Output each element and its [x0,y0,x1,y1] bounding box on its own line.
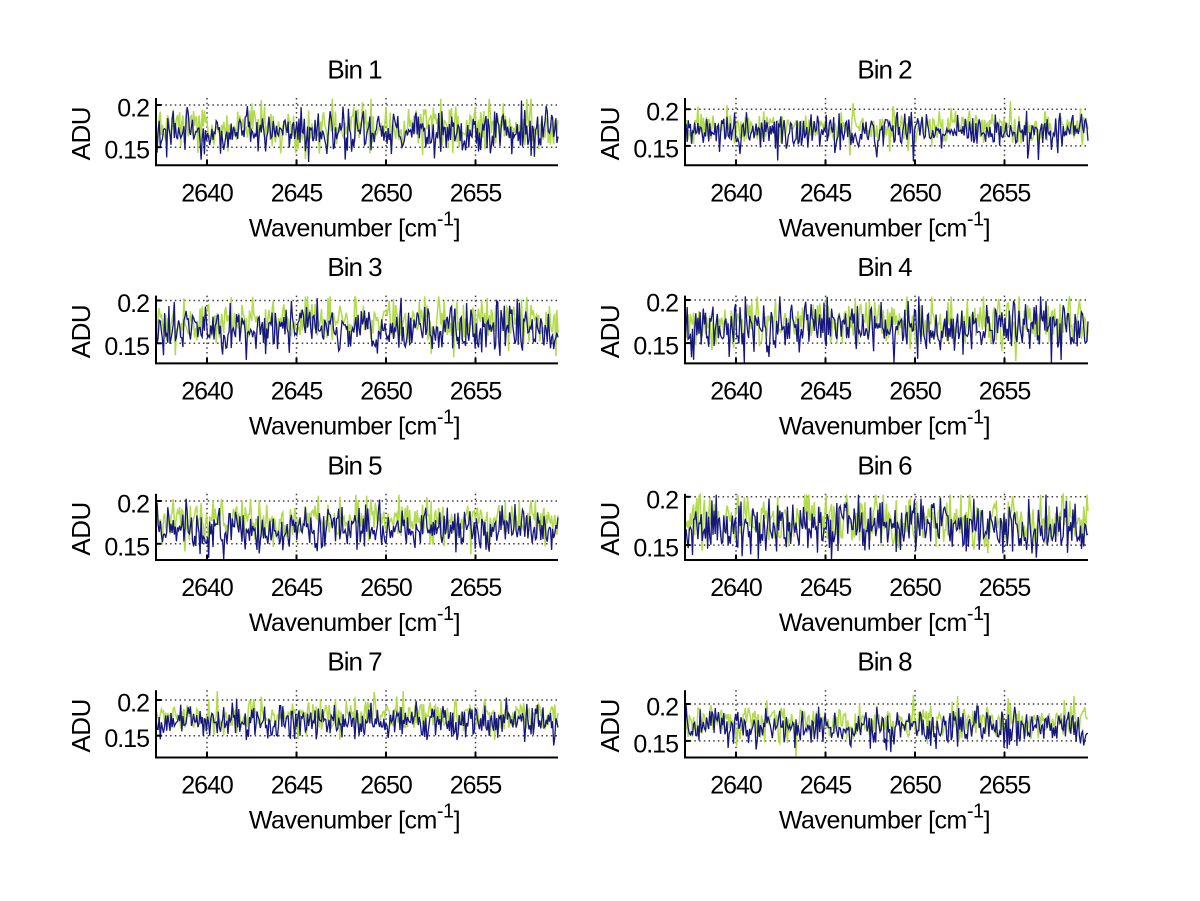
svg-text:0.15: 0.15 [104,533,149,561]
svg-text:Bin 3: Bin 3 [327,252,382,282]
svg-text:0.2: 0.2 [646,486,678,514]
svg-text:Wavenumber [cm-1]: Wavenumber [cm-1] [779,603,990,637]
svg-text:2645: 2645 [271,772,323,800]
svg-text:2640: 2640 [710,772,762,800]
svg-text:ADU: ADU [595,107,625,160]
svg-text:ADU: ADU [595,699,625,752]
svg-text:Bin 6: Bin 6 [857,450,912,480]
svg-text:2655: 2655 [979,377,1031,405]
svg-text:0.15: 0.15 [633,333,678,361]
svg-text:2650: 2650 [360,772,412,800]
svg-text:0.15: 0.15 [633,535,678,563]
svg-text:2650: 2650 [889,772,941,800]
svg-text:2655: 2655 [450,179,502,207]
svg-text:2655: 2655 [979,179,1031,207]
svg-text:2650: 2650 [889,574,941,602]
svg-text:Wavenumber [cm-1]: Wavenumber [cm-1] [779,406,990,440]
svg-text:0.15: 0.15 [104,333,149,361]
svg-text:Wavenumber [cm-1]: Wavenumber [cm-1] [779,208,990,242]
svg-text:2655: 2655 [450,772,502,800]
svg-text:2640: 2640 [710,179,762,207]
svg-text:0.15: 0.15 [104,137,149,165]
svg-text:2655: 2655 [979,574,1031,602]
svg-text:Bin 1: Bin 1 [327,55,382,85]
svg-text:Bin 2: Bin 2 [857,55,912,85]
svg-text:Bin 5: Bin 5 [327,450,382,480]
svg-text:ADU: ADU [66,502,96,555]
svg-text:Wavenumber [cm-1]: Wavenumber [cm-1] [249,406,460,440]
svg-text:2640: 2640 [181,377,233,405]
svg-text:2650: 2650 [889,377,941,405]
svg-text:2645: 2645 [800,377,852,405]
svg-text:Bin 8: Bin 8 [857,647,912,677]
svg-text:ADU: ADU [66,305,96,358]
svg-text:2655: 2655 [450,377,502,405]
svg-text:ADU: ADU [66,107,96,160]
svg-text:0.2: 0.2 [646,694,678,722]
svg-text:2645: 2645 [800,179,852,207]
svg-text:2650: 2650 [360,377,412,405]
svg-text:0.2: 0.2 [646,290,678,318]
svg-text:2645: 2645 [271,179,323,207]
svg-text:0.2: 0.2 [117,290,149,318]
svg-text:2645: 2645 [271,574,323,602]
svg-text:Bin 4: Bin 4 [857,252,912,282]
svg-text:2640: 2640 [710,377,762,405]
svg-text:0.2: 0.2 [117,690,149,718]
svg-text:2650: 2650 [360,574,412,602]
svg-text:ADU: ADU [595,305,625,358]
svg-text:2655: 2655 [979,772,1031,800]
svg-text:2640: 2640 [710,574,762,602]
svg-text:2655: 2655 [450,574,502,602]
svg-text:0.2: 0.2 [646,99,678,127]
svg-text:0.15: 0.15 [633,135,678,163]
svg-text:2640: 2640 [181,179,233,207]
svg-text:2650: 2650 [360,179,412,207]
svg-text:2645: 2645 [271,377,323,405]
svg-text:Wavenumber [cm-1]: Wavenumber [cm-1] [249,208,460,242]
svg-text:2650: 2650 [889,179,941,207]
svg-text:2640: 2640 [181,574,233,602]
svg-text:2640: 2640 [181,772,233,800]
svg-text:Wavenumber [cm-1]: Wavenumber [cm-1] [249,801,460,835]
svg-text:0.15: 0.15 [104,725,149,753]
svg-text:0.2: 0.2 [117,95,149,123]
svg-text:2645: 2645 [800,574,852,602]
svg-text:Bin 7: Bin 7 [327,647,382,677]
svg-text:0.15: 0.15 [633,730,678,758]
svg-text:2645: 2645 [800,772,852,800]
svg-text:0.2: 0.2 [117,491,149,519]
svg-text:ADU: ADU [66,699,96,752]
svg-text:Wavenumber [cm-1]: Wavenumber [cm-1] [249,603,460,637]
svg-text:Wavenumber [cm-1]: Wavenumber [cm-1] [779,801,990,835]
svg-text:ADU: ADU [595,502,625,555]
